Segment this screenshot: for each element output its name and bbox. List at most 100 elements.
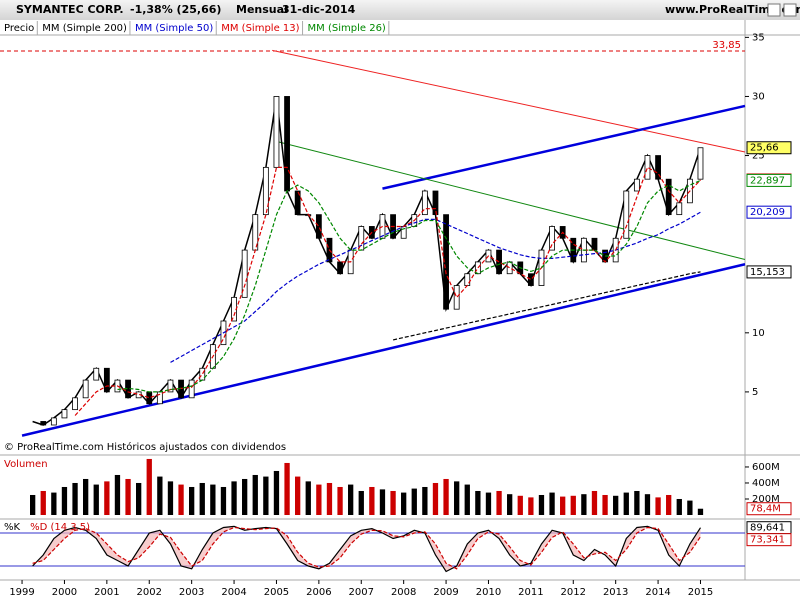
title: SYMANTEC CORP. xyxy=(16,3,124,16)
value-box xyxy=(746,265,792,279)
close-button[interactable] xyxy=(783,3,797,17)
value-box xyxy=(746,205,792,219)
price-bar xyxy=(633,178,640,192)
volume-bar xyxy=(326,482,333,515)
series-line xyxy=(170,211,701,363)
stoch-band xyxy=(32,526,701,572)
price-bar xyxy=(655,155,661,180)
footer: © ProRealTime.com Históricos ajustados c… xyxy=(4,441,286,453)
volume-bar xyxy=(72,482,78,515)
volume-bar xyxy=(538,494,545,515)
y-tick-label: 25 xyxy=(752,151,765,162)
change: -1,38% (25,66) xyxy=(130,3,221,16)
volume-bar xyxy=(252,474,258,515)
volume-bar xyxy=(634,490,640,515)
y-tick-label: 5 xyxy=(752,387,758,398)
volume-bar xyxy=(273,470,280,515)
volume-bar xyxy=(697,508,704,515)
y-tick-label: 35 xyxy=(752,32,765,43)
volume-bar xyxy=(51,492,57,515)
volume-bar xyxy=(210,484,216,515)
y-tick-label: 30 xyxy=(752,91,765,102)
x-tick-label: 2002 xyxy=(137,587,162,598)
volume-bar xyxy=(613,495,619,515)
x-tick-label: 2010 xyxy=(476,587,501,598)
volume-bar xyxy=(136,482,142,515)
x-tick-label: 2003 xyxy=(179,587,204,598)
period: Mensual xyxy=(236,3,288,16)
value-label: 78,4M xyxy=(750,504,781,515)
series-line xyxy=(74,166,701,416)
volume-bar xyxy=(146,458,152,515)
volume-bar xyxy=(114,474,121,515)
volume-bar xyxy=(93,484,99,515)
value-label: 22,897 xyxy=(750,175,785,186)
volume-bar xyxy=(242,478,248,515)
price-bar xyxy=(93,367,100,381)
volume-bar xyxy=(623,492,629,515)
legend-entry: MM (Simple 13) xyxy=(221,23,299,34)
price-bar xyxy=(432,190,439,216)
trendline xyxy=(276,140,746,261)
volume-bar xyxy=(528,497,534,515)
x-tick-label: 2005 xyxy=(264,587,289,598)
x-tick-label: 2014 xyxy=(645,587,670,598)
volume-bar xyxy=(40,490,46,515)
volume-bar xyxy=(263,476,269,515)
price-bar xyxy=(527,273,534,286)
volume-bar xyxy=(411,488,417,515)
legend-entry: %K xyxy=(4,522,21,533)
panel-title: Volumen xyxy=(4,459,48,470)
x-tick-label: 2004 xyxy=(221,587,246,598)
y-tick-label: 200M xyxy=(752,494,780,505)
price-bar xyxy=(82,379,89,399)
volume-bar xyxy=(591,490,598,515)
price-bar xyxy=(443,214,449,310)
volume-bar xyxy=(284,462,290,515)
price-bar xyxy=(474,261,481,275)
price-bar xyxy=(284,96,290,192)
volume-bar xyxy=(61,486,68,515)
y-tick-label: 400M xyxy=(752,478,780,489)
x-tick-label: 2008 xyxy=(391,587,416,598)
legend-entry: MM (Simple 50) xyxy=(135,23,213,34)
volume-bar xyxy=(231,481,237,515)
volume-bar xyxy=(358,490,364,515)
value-box xyxy=(746,141,792,155)
volume-bar xyxy=(560,496,566,515)
volume-bar xyxy=(443,478,449,515)
price-bar xyxy=(644,155,651,180)
trendline xyxy=(272,49,746,153)
volume-bar xyxy=(369,486,375,515)
volume-bar xyxy=(305,481,311,515)
volume-bar xyxy=(687,500,693,515)
price-bar xyxy=(623,190,630,239)
legend-entry: %D (14 3 5) xyxy=(30,522,90,533)
x-tick-label: 2009 xyxy=(433,587,458,598)
volume-bar xyxy=(379,489,386,515)
price-bar xyxy=(315,214,322,239)
volume-bar xyxy=(464,484,470,515)
site: www.ProRealTime.com xyxy=(665,3,800,16)
value-box xyxy=(746,173,792,187)
price-bar xyxy=(72,397,78,411)
price-bar xyxy=(421,190,428,216)
value-box xyxy=(746,502,792,516)
volume-bar xyxy=(666,494,672,515)
value-label: 15,153 xyxy=(750,267,785,278)
value-box xyxy=(746,533,792,547)
volume-bar xyxy=(602,494,608,515)
trendline xyxy=(21,263,746,437)
price-bar xyxy=(262,166,269,216)
volume-bar xyxy=(676,498,682,515)
volume-bar xyxy=(29,494,36,515)
series-line xyxy=(117,179,701,393)
x-tick-label: 2001 xyxy=(94,587,119,598)
volume-bar xyxy=(517,495,523,515)
price-bar xyxy=(676,202,683,216)
legend-entry: MM (Simple 26) xyxy=(308,23,386,34)
price-bar xyxy=(697,147,704,180)
x-tick-label: 1999 xyxy=(9,587,34,598)
minimize-button[interactable] xyxy=(767,3,781,17)
